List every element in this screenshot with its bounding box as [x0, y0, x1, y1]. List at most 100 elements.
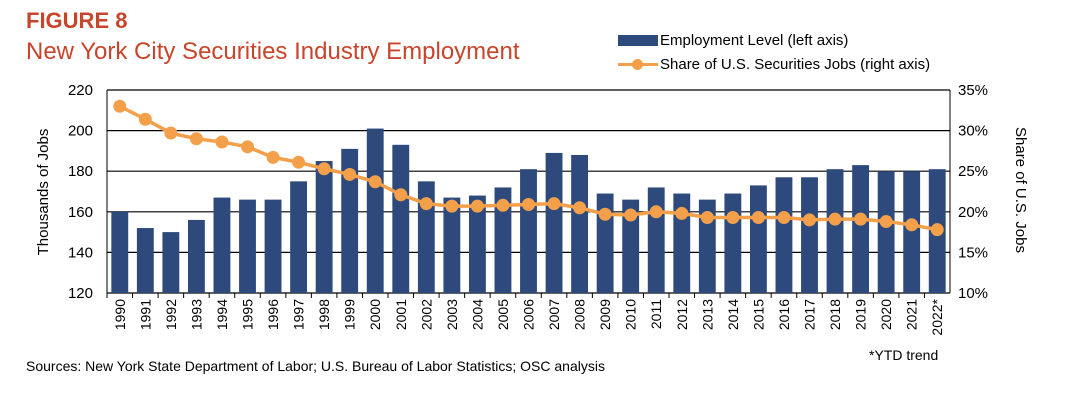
bar: [111, 211, 129, 293]
bar: [443, 197, 461, 293]
bar: [417, 181, 435, 293]
x-tick-label: 2016: [776, 299, 792, 330]
bar: [724, 193, 742, 293]
share-point: [675, 206, 689, 220]
x-tick-label: 1991: [137, 299, 153, 330]
x-tick-label: 2019: [853, 299, 869, 330]
x-tick-label: 2010: [623, 299, 639, 330]
chart-title: New York City Securities Industry Employ…: [26, 38, 520, 65]
x-tick-label: 2001: [393, 299, 409, 330]
x-tick-label: 1994: [214, 299, 230, 330]
y-axis-left-label: Thousands of Jobs: [35, 129, 52, 256]
share-point: [700, 210, 714, 224]
share-point: [445, 199, 459, 213]
x-tick-label: 1997: [291, 299, 307, 330]
x-tick-label: 2020: [878, 299, 894, 330]
x-tick-label: 2017: [802, 299, 818, 330]
bar: [213, 197, 231, 293]
y-left-tick-label: 140: [68, 244, 93, 261]
bar: [545, 152, 563, 293]
bar: [749, 185, 767, 293]
bar: [852, 165, 870, 293]
y-right-tick-label: 35%: [958, 82, 988, 99]
bar: [775, 177, 793, 293]
bar: [647, 187, 665, 293]
bar: [673, 193, 691, 293]
y-right-tick-label: 15%: [958, 244, 988, 261]
share-point: [828, 212, 842, 226]
share-point: [547, 197, 561, 211]
legend-line-label: Share of U.S. Securities Jobs (right axi…: [660, 55, 931, 73]
share-point: [368, 175, 382, 189]
x-tick-label: 2015: [750, 299, 766, 330]
legend-bar-swatch: [618, 34, 658, 46]
x-tick-label: 2004: [469, 299, 485, 330]
y-left-tick-label: 160: [68, 204, 93, 221]
y-left-tick-label: 200: [68, 123, 93, 140]
bar: [877, 171, 895, 293]
y-left-tick-label: 180: [68, 163, 93, 180]
x-tick-label: 2007: [546, 299, 562, 330]
share-point: [930, 223, 944, 237]
x-tick-label: 2009: [597, 299, 613, 330]
bar: [239, 199, 256, 293]
share-point: [649, 205, 663, 219]
x-tick-label: 1999: [342, 299, 358, 330]
bar: [520, 169, 537, 293]
bar: [264, 199, 282, 293]
share-point: [266, 150, 280, 164]
x-tick-label: 2012: [674, 299, 690, 330]
y-right-tick-label: 20%: [958, 204, 988, 221]
share-point: [522, 197, 535, 211]
x-tick-label: 2005: [495, 299, 511, 330]
x-tick-label: 2006: [521, 299, 537, 330]
share-point: [215, 135, 229, 149]
share-point: [470, 199, 484, 213]
legend-bar-label: Employment Level (left axis): [660, 31, 849, 49]
share-point: [879, 215, 893, 229]
share-point: [189, 132, 203, 146]
share-point: [726, 210, 740, 224]
share-point: [598, 207, 612, 221]
y-left-tick-label: 120: [68, 285, 93, 302]
footnote: *YTD trend: [869, 347, 939, 363]
share-point: [905, 218, 919, 232]
x-tick-label: 1990: [112, 299, 128, 330]
bar: [801, 177, 818, 293]
legend: Employment Level (left axis) Share of U.…: [618, 28, 930, 76]
y-right-tick-label: 30%: [958, 123, 988, 140]
x-tick-label: 2002: [418, 299, 434, 330]
bar: [571, 154, 589, 293]
figure-label: FIGURE 8: [26, 8, 128, 33]
share-point: [343, 167, 357, 181]
sources-note: Sources: New York State Department of La…: [26, 358, 605, 374]
bar: [903, 171, 921, 293]
x-tick-label: 2013: [699, 299, 715, 330]
bar: [187, 219, 205, 293]
share-point: [292, 155, 306, 169]
share-point: [419, 197, 433, 211]
bar: [290, 181, 308, 293]
x-tick-label: 2000: [367, 299, 383, 330]
share-point: [573, 201, 587, 215]
share-point: [854, 212, 868, 226]
share-point: [317, 162, 331, 176]
x-tick-label: 2003: [444, 299, 460, 330]
share-point: [803, 213, 816, 227]
x-tick-label: 2014: [725, 299, 741, 330]
share-point: [164, 126, 178, 140]
bar: [162, 232, 180, 293]
x-tick-label: 2018: [827, 299, 843, 330]
y-left-tick-label: 220: [68, 82, 93, 99]
x-tick-label: 1993: [188, 299, 204, 330]
share-point: [394, 188, 408, 202]
bar: [136, 228, 154, 293]
y-right-tick-label: 10%: [958, 285, 988, 302]
x-tick-label: 1995: [240, 299, 256, 330]
bar: [341, 148, 359, 293]
share-point: [113, 99, 127, 113]
x-tick-label: 1992: [163, 299, 179, 330]
share-point: [751, 210, 765, 224]
y-right-tick-label: 25%: [958, 163, 988, 180]
